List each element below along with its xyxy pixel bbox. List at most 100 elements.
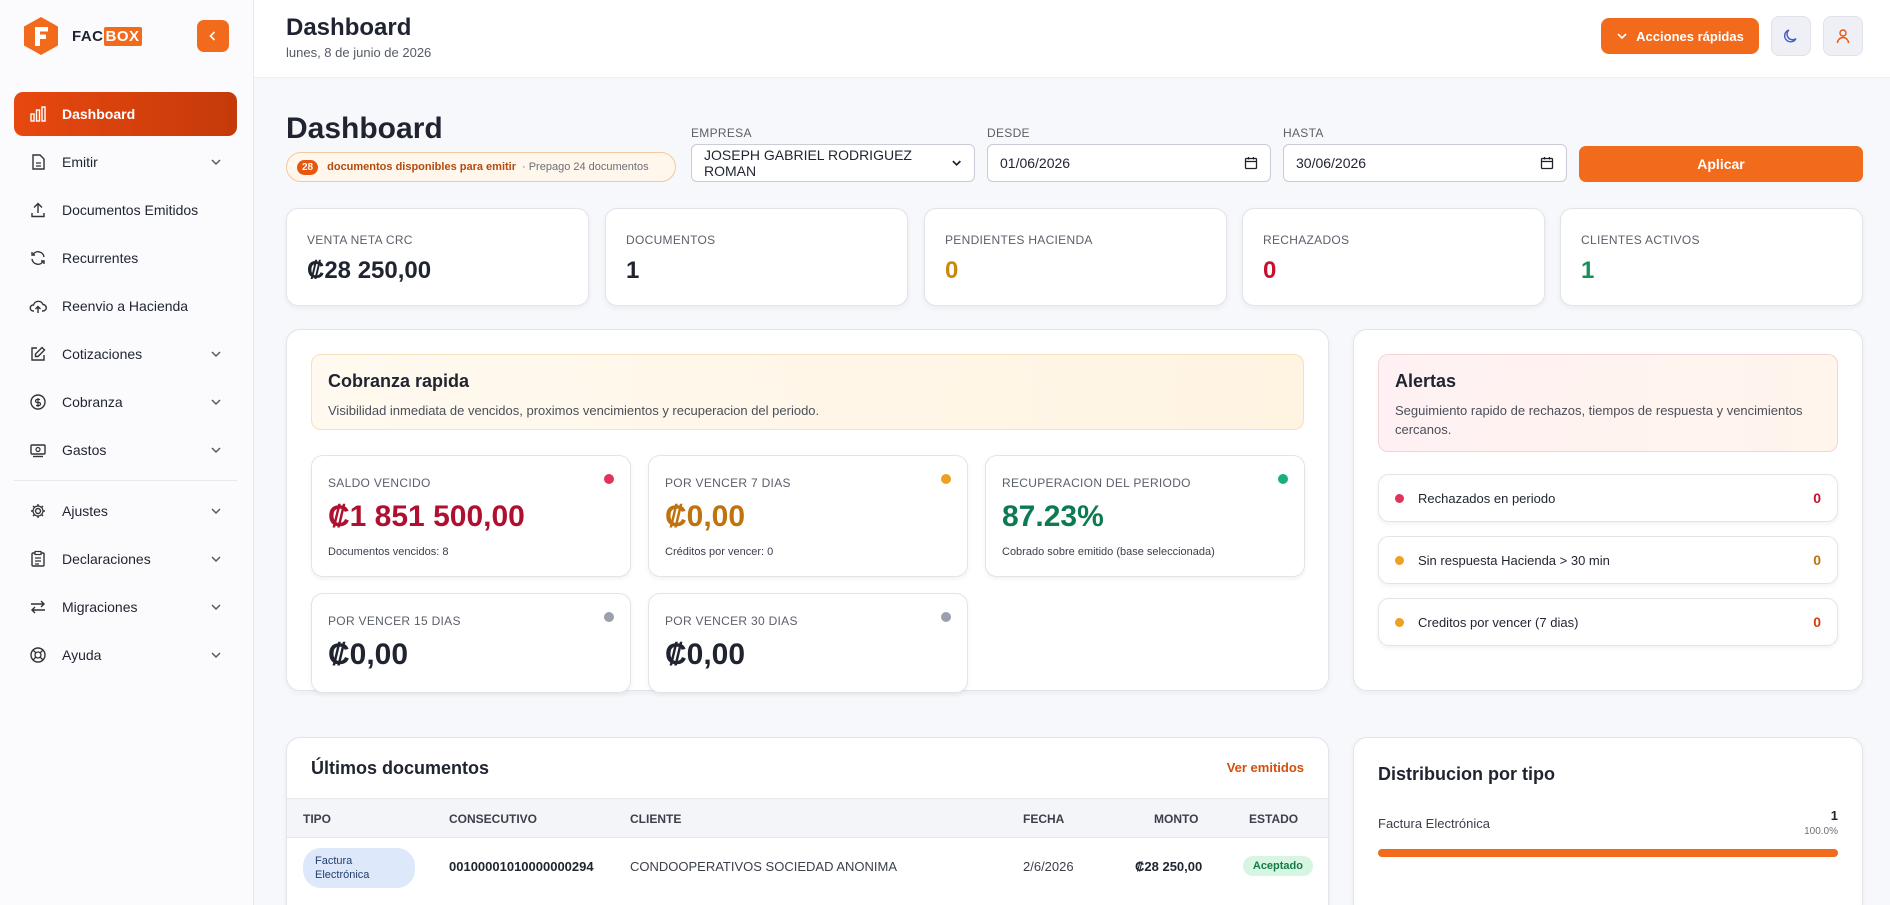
sidebar-item-label: Emitir (62, 154, 98, 170)
ver-emitidos-link[interactable]: Ver emitidos (1226, 760, 1304, 775)
calendar-icon (1540, 157, 1554, 170)
sidebar-item-gastos[interactable]: Gastos (14, 428, 237, 472)
card-recuperacion[interactable]: RECUPERACION DEL PERIODO 87.23% Cobrado … (985, 455, 1305, 577)
distribucion-title: Distribucion por tipo (1378, 764, 1555, 784)
ultimos-documentos-panel: Últimos documentos Ver emitidos TIPO CON… (286, 737, 1329, 905)
sidebar-item-dashboard[interactable]: Dashboard (14, 92, 237, 136)
alert-label: Creditos por vencer (7 dias) (1418, 614, 1579, 630)
card-label: RECUPERACION DEL PERIODO (1002, 476, 1191, 490)
alert-row-rechazados[interactable]: Rechazados en periodo 0 (1378, 474, 1838, 522)
status-badge: Aceptado (1242, 856, 1313, 876)
distribucion-panel: Distribucion por tipo Factura Electrónic… (1353, 737, 1863, 905)
theme-toggle-button[interactable] (1771, 16, 1811, 56)
row-monto: ₡28 250,00 (1135, 859, 1203, 874)
sidebar-item-ayuda[interactable]: Ayuda (14, 633, 237, 677)
card-label: POR VENCER 15 DIAS (328, 614, 461, 628)
card-por-vencer-30[interactable]: POR VENCER 30 DIAS ₡0,00 (648, 593, 968, 693)
kpi-label: PENDIENTES HACIENDA (945, 233, 1093, 247)
col-cliente: CLIENTE (630, 812, 682, 826)
available-message: documentos disponibles para emitir (327, 161, 516, 173)
table-row[interactable]: Factura Electrónica 00100001010000000294… (287, 838, 1328, 894)
chevron-left-icon (209, 31, 216, 41)
user-menu-button[interactable] (1823, 16, 1863, 56)
available-count-badge: 28 (297, 159, 319, 175)
kpi-label: VENTA NETA CRC (307, 233, 413, 247)
hasta-date-input[interactable]: 30/06/2026 (1283, 144, 1567, 182)
sidebar-item-label: Ayuda (62, 647, 102, 663)
kpi-value: ₡28 250,00 (307, 257, 432, 284)
brand-name-a: FAC (72, 27, 104, 45)
kpi-documentos: DOCUMENTOS 1 (605, 208, 908, 306)
card-sub: Cobrado sobre emitido (base seleccionada… (1002, 546, 1215, 558)
kpi-venta-neta: VENTA NETA CRC ₡28 250,00 (286, 208, 589, 306)
alertas-panel: Alertas Seguimiento rapido de rechazos, … (1353, 329, 1863, 691)
brand-name-b: BOX (103, 26, 142, 46)
swap-arrows-icon (28, 597, 48, 617)
main-content: Dashboard 28 documentos disponibles para… (254, 78, 1890, 905)
card-label: POR VENCER 7 DIAS (665, 476, 791, 490)
edit-icon (28, 344, 48, 364)
sidebar-item-reenvio-hacienda[interactable]: Reenvio a Hacienda (14, 284, 237, 328)
sidebar-item-label: Recurrentes (62, 250, 139, 266)
sidebar-item-recurrentes[interactable]: Recurrentes (14, 236, 237, 280)
collapse-sidebar-button[interactable] (197, 20, 229, 52)
sidebar-item-ajustes[interactable]: Ajustes (14, 489, 237, 533)
chevron-down-icon (211, 652, 221, 658)
clipboard-icon (28, 549, 48, 569)
quick-actions-label: Acciones rápidas (1636, 28, 1744, 44)
sidebar-item-label: Declaraciones (62, 551, 151, 567)
col-monto: MONTO (1154, 812, 1199, 826)
brand-logo[interactable]: FAC BOX (22, 16, 142, 56)
alert-count: 0 (1813, 614, 1821, 630)
dist-pct: 100.0% (1804, 826, 1838, 837)
available-documents-pill: 28 documentos disponibles para emitir · … (286, 152, 676, 182)
sidebar: FAC BOX Dashboard Emitir Documentos Emiti… (0, 0, 254, 905)
alert-row-creditos[interactable]: Creditos por vencer (7 dias) 0 (1378, 598, 1838, 646)
sidebar-item-cotizaciones[interactable]: Cotizaciones (14, 332, 237, 376)
alertas-desc: Seguimiento rapido de rechazos, tiempos … (1395, 403, 1803, 437)
kpi-rechazados: RECHAZADOS 0 (1242, 208, 1545, 306)
status-dot (1395, 493, 1404, 503)
quick-actions-button[interactable]: Acciones rápidas (1601, 18, 1759, 54)
status-dot (941, 474, 951, 484)
card-value: 87.23% (1002, 500, 1104, 533)
dist-label: Factura Electrónica (1378, 816, 1490, 831)
col-consecutivo: CONSECUTIVO (449, 812, 538, 826)
hasta-value: 30/06/2026 (1296, 155, 1367, 171)
chevron-down-icon (211, 556, 221, 562)
empresa-label: EMPRESA (691, 126, 752, 140)
sidebar-nav: Dashboard Emitir Documentos Emitidos Rec… (14, 92, 237, 681)
apply-filters-button[interactable]: Aplicar (1579, 146, 1863, 182)
moon-icon (1783, 29, 1797, 43)
row-cliente: CONDOOPERATIVOS SOCIEDAD ANONIMA (630, 859, 898, 874)
receipt-icon (28, 440, 48, 460)
sidebar-item-declaraciones[interactable]: Declaraciones (14, 537, 237, 581)
card-value: ₡0,00 (665, 500, 746, 533)
card-por-vencer-15[interactable]: POR VENCER 15 DIAS ₡0,00 (311, 593, 631, 693)
sidebar-item-cobranza[interactable]: Cobranza (14, 380, 237, 424)
desde-date-input[interactable]: 01/06/2026 (987, 144, 1271, 182)
dist-bar-track (1378, 849, 1838, 857)
dist-bar-fill (1378, 849, 1838, 857)
card-label: SALDO VENCIDO (328, 476, 431, 490)
empresa-value: JOSEPH GABRIEL RODRIGUEZ ROMAN (704, 147, 912, 179)
prepaid-info: · Prepago 24 documentos (522, 161, 649, 173)
cobranza-title: Cobranza rapida (328, 371, 470, 391)
sidebar-item-label: Reenvio a Hacienda (62, 298, 189, 314)
card-saldo-vencido[interactable]: SALDO VENCIDO ₡1 851 500,00 Documentos v… (311, 455, 631, 577)
type-badge: Factura Electrónica (303, 848, 415, 888)
card-por-vencer-7[interactable]: POR VENCER 7 DIAS ₡0,00 Créditos por ven… (648, 455, 968, 577)
card-sub: Documentos vencidos: 8 (328, 546, 449, 558)
col-fecha: FECHA (1023, 812, 1065, 826)
sidebar-item-label: Documentos Emitidos (62, 202, 199, 218)
sidebar-item-label: Migraciones (62, 599, 138, 615)
sidebar-item-documentos-emitidos[interactable]: Documentos Emitidos (14, 188, 237, 232)
gear-icon (28, 501, 48, 521)
cobranza-desc: Visibilidad inmediata de vencidos, proxi… (328, 403, 820, 418)
alert-row-sin-respuesta[interactable]: Sin respuesta Hacienda > 30 min 0 (1378, 536, 1838, 584)
sidebar-item-migraciones[interactable]: Migraciones (14, 585, 237, 629)
lifebuoy-icon (28, 645, 48, 665)
empresa-select[interactable]: JOSEPH GABRIEL RODRIGUEZ ROMAN (691, 144, 975, 182)
chevron-down-icon (952, 160, 961, 167)
sidebar-item-emitir[interactable]: Emitir (14, 140, 237, 184)
